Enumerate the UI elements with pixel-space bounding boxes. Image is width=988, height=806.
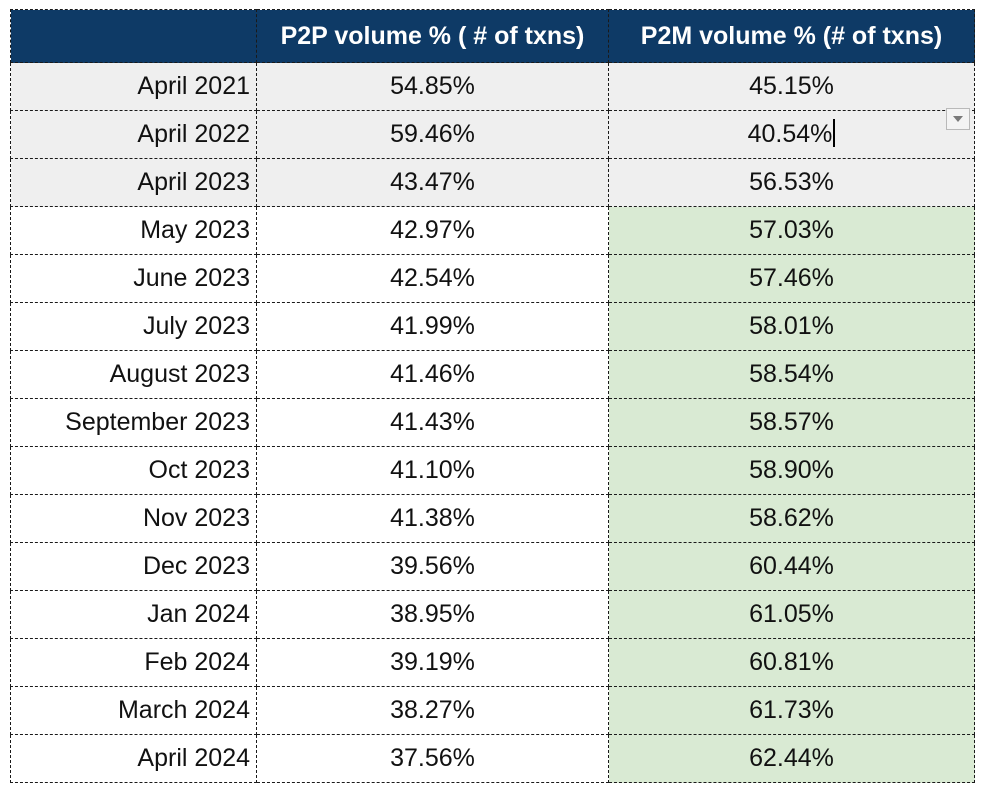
- period-cell[interactable]: Oct 2023: [10, 446, 257, 495]
- header-period[interactable]: [10, 9, 257, 63]
- p2m-cell[interactable]: 61.05%: [608, 590, 975, 639]
- period-cell[interactable]: May 2023: [10, 206, 257, 255]
- p2m-cell[interactable]: 58.62%: [608, 494, 975, 543]
- p2m-cell[interactable]: 58.54%: [608, 350, 975, 399]
- p2m-cell[interactable]: 56.53%: [608, 158, 975, 207]
- p2p-cell[interactable]: 41.10%: [256, 446, 609, 495]
- period-cell[interactable]: April 2022: [10, 110, 257, 159]
- p2m-cell-active[interactable]: 40.54%: [608, 107, 975, 159]
- table-row: September 2023 41.43% 58.57%: [10, 398, 975, 447]
- table-row: June 2023 42.54% 57.46%: [10, 254, 975, 303]
- table-row: March 2024 38.27% 61.73%: [10, 686, 975, 735]
- table-row: April 2021 54.85% 45.15%: [10, 62, 975, 111]
- p2p-cell[interactable]: 41.43%: [256, 398, 609, 447]
- header-row: P2P volume % ( # of txns) P2M volume % (…: [10, 9, 975, 63]
- p2m-cell[interactable]: 61.73%: [608, 686, 975, 735]
- table-row: April 2024 37.56% 62.44%: [10, 734, 975, 783]
- p2p-cell[interactable]: 39.56%: [256, 542, 609, 591]
- p2p-cell[interactable]: 41.99%: [256, 302, 609, 351]
- table-row: April 2023 43.47% 56.53%: [10, 158, 975, 207]
- p2m-cell-value: 40.54%: [747, 119, 833, 148]
- p2p-cell[interactable]: 54.85%: [256, 62, 609, 111]
- text-cursor: [833, 119, 836, 148]
- table-row: May 2023 42.97% 57.03%: [10, 206, 975, 255]
- header-p2p-volume[interactable]: P2P volume % ( # of txns): [256, 9, 609, 63]
- p2m-cell[interactable]: 45.15%: [608, 62, 975, 111]
- p2m-cell[interactable]: 62.44%: [608, 734, 975, 783]
- table-row: Dec 2023 39.56% 60.44%: [10, 542, 975, 591]
- p2p-cell[interactable]: 42.54%: [256, 254, 609, 303]
- p2m-cell[interactable]: 60.44%: [608, 542, 975, 591]
- p2m-cell[interactable]: 57.46%: [608, 254, 975, 303]
- table-row: Oct 2023 41.10% 58.90%: [10, 446, 975, 495]
- p2p-cell[interactable]: 41.46%: [256, 350, 609, 399]
- p2p-cell[interactable]: 43.47%: [256, 158, 609, 207]
- p2p-cell[interactable]: 59.46%: [256, 110, 609, 159]
- period-cell[interactable]: March 2024: [10, 686, 257, 735]
- p2p-cell[interactable]: 38.95%: [256, 590, 609, 639]
- table-row: Nov 2023 41.38% 58.62%: [10, 494, 975, 543]
- p2m-cell[interactable]: 60.81%: [608, 638, 975, 687]
- period-cell[interactable]: July 2023: [10, 302, 257, 351]
- table-row: July 2023 41.99% 58.01%: [10, 302, 975, 351]
- data-table: P2P volume % ( # of txns) P2M volume % (…: [10, 9, 975, 783]
- p2p-cell[interactable]: 42.97%: [256, 206, 609, 255]
- p2m-cell[interactable]: 57.03%: [608, 206, 975, 255]
- p2p-cell[interactable]: 37.56%: [256, 734, 609, 783]
- period-cell[interactable]: September 2023: [10, 398, 257, 447]
- period-cell[interactable]: Jan 2024: [10, 590, 257, 639]
- header-p2m-volume[interactable]: P2M volume % (# of txns): [608, 9, 975, 63]
- table-row: August 2023 41.46% 58.54%: [10, 350, 975, 399]
- period-cell[interactable]: Dec 2023: [10, 542, 257, 591]
- period-cell[interactable]: Feb 2024: [10, 638, 257, 687]
- p2p-cell[interactable]: 39.19%: [256, 638, 609, 687]
- period-cell[interactable]: August 2023: [10, 350, 257, 399]
- table-row: Feb 2024 39.19% 60.81%: [10, 638, 975, 687]
- period-cell[interactable]: Nov 2023: [10, 494, 257, 543]
- table-row: Jan 2024 38.95% 61.05%: [10, 590, 975, 639]
- period-cell[interactable]: June 2023: [10, 254, 257, 303]
- p2m-cell[interactable]: 58.01%: [608, 302, 975, 351]
- table-row: April 2022 59.46% 40.54%: [10, 107, 975, 159]
- p2m-cell[interactable]: 58.57%: [608, 398, 975, 447]
- period-cell[interactable]: April 2023: [10, 158, 257, 207]
- p2m-cell[interactable]: 58.90%: [608, 446, 975, 495]
- active-cell-content: 40.54%: [609, 107, 974, 149]
- p2p-cell[interactable]: 38.27%: [256, 686, 609, 735]
- p2p-cell[interactable]: 41.38%: [256, 494, 609, 543]
- chevron-down-icon[interactable]: [946, 107, 970, 130]
- period-cell[interactable]: April 2024: [10, 734, 257, 783]
- period-cell[interactable]: April 2021: [10, 62, 257, 111]
